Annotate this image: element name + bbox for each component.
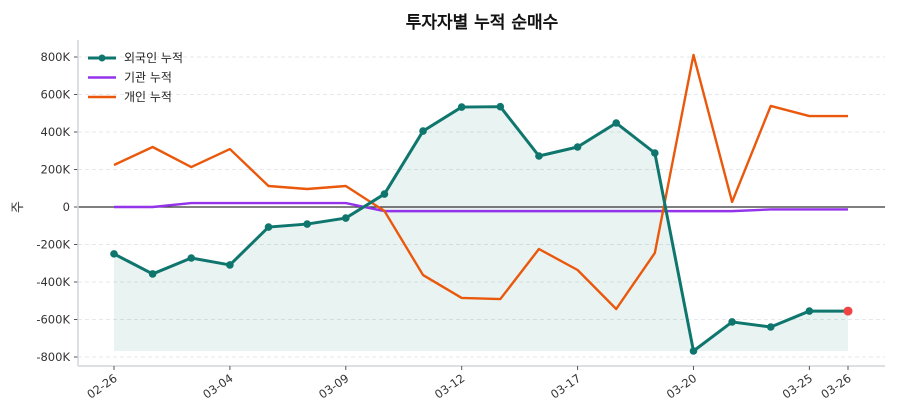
data-point [226,261,234,269]
x-tick-label: 03-17 [548,371,583,402]
data-point [419,127,427,135]
y-tick-label: -800K [36,350,70,364]
x-tick-label: 03-09 [316,371,351,402]
data-point [535,152,543,160]
area-fill [114,106,848,351]
series-line-2 [113,53,848,311]
x-tick-label: 03-25 [780,371,815,402]
y-tick-label: 400K [41,125,71,139]
y-tick-label: 200K [41,163,71,177]
data-point [148,270,157,278]
x-tick-label: 02-26 [84,371,119,402]
data-point [612,119,621,127]
data-point [728,318,736,326]
series-lines [110,53,853,355]
x-tick-label: 03-04 [200,371,235,402]
chart-title: 투자자별 누적 순매수 [406,13,559,33]
data-point [457,103,466,111]
legend-label: 기관 누적 [124,71,172,85]
data-point [766,323,775,331]
y-tick-label: -600K [36,313,70,327]
series-line-1 [114,201,848,213]
data-point [573,143,582,151]
data-point [380,190,389,198]
y-tick-label: 600K [41,88,71,102]
x-tick-label: 03-20 [664,371,699,402]
y-axis-label: 주 [11,201,26,213]
data-point [264,223,273,231]
data-point [805,307,814,315]
foreign-area [114,106,848,351]
data-point [496,102,505,111]
data-point [303,220,311,228]
series-line-0 [113,105,848,353]
data-point [843,306,853,316]
legend-label: 개인 누적 [124,90,172,104]
legend-marker [98,54,106,62]
data-point [110,250,118,258]
y-tick-label: -400K [36,275,70,289]
y-tick-label: 800K [41,50,71,64]
legend-label: 외국인 누적 [124,51,183,65]
data-point [689,347,698,355]
data-point [187,254,196,262]
y-tick-label: -200K [36,238,70,252]
x-tick-label: 03-26 [818,371,853,402]
data-point [341,214,350,222]
x-tick-label: 03-12 [432,371,467,402]
data-point [651,149,659,157]
y-tick-label: 0 [63,200,70,214]
